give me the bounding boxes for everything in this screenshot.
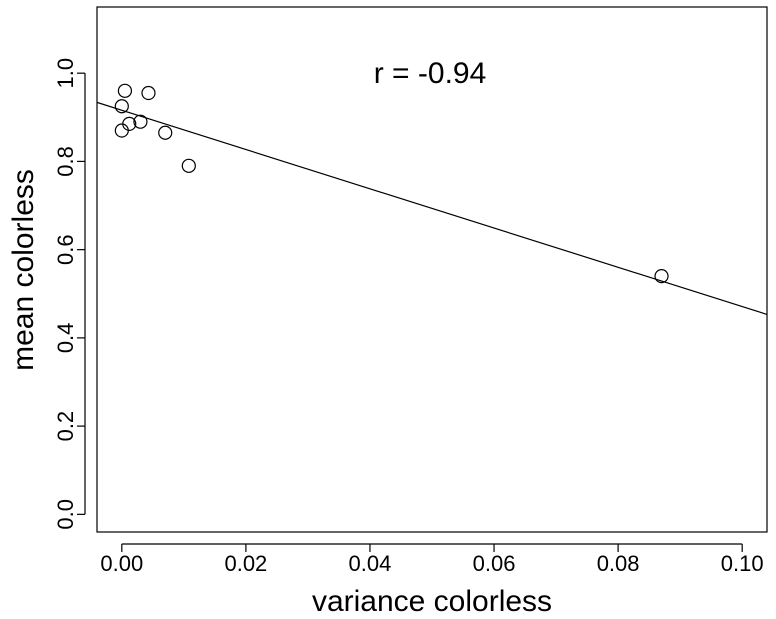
y-tick-label: 0.0 xyxy=(53,499,78,530)
data-point xyxy=(114,123,129,138)
regression-line xyxy=(96,101,768,315)
x-axis: 0.00 0.02 0.04 0.06 0.08 0.10 xyxy=(100,543,764,576)
data-point xyxy=(181,158,196,173)
correlation-annotation: r = -0.94 xyxy=(374,57,487,90)
x-tick-label: 0.00 xyxy=(100,551,143,576)
data-point xyxy=(141,85,156,101)
data-point xyxy=(114,99,129,114)
x-tick-label: 0.02 xyxy=(224,551,267,576)
y-tick-label: 1.0 xyxy=(53,58,78,89)
y-tick-label: 0.6 xyxy=(53,234,78,265)
data-point xyxy=(117,83,133,98)
x-axis-title: variance colorless xyxy=(312,585,552,618)
plot-frame xyxy=(96,6,768,533)
x-tick-label: 0.10 xyxy=(721,551,764,576)
data-point xyxy=(158,125,173,140)
x-tick-label: 0.08 xyxy=(597,551,640,576)
regression-line-group xyxy=(96,101,768,315)
x-tick-label: 0.04 xyxy=(349,551,392,576)
y-axis-title: mean colorless xyxy=(7,169,40,371)
x-tick-label: 0.06 xyxy=(473,551,516,576)
y-axis: 0.0 0.2 0.4 0.6 0.8 1.0 xyxy=(53,58,86,530)
data-point xyxy=(133,114,148,129)
data-points xyxy=(114,83,669,284)
y-tick-label: 0.2 xyxy=(53,411,78,442)
data-point xyxy=(654,269,669,284)
y-tick-label: 0.4 xyxy=(53,323,78,354)
y-tick-label: 0.8 xyxy=(53,146,78,177)
